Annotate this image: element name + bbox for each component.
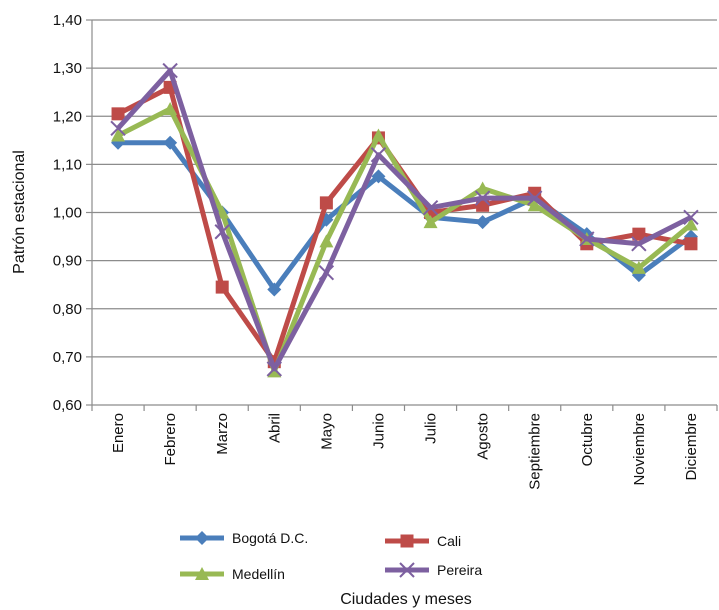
y-axis-label: Patrón estacional [11, 150, 28, 274]
legend-label: Cali [437, 533, 461, 549]
y-tick-label: 1,30 [53, 60, 82, 77]
x-tick-label: Diciembre [683, 413, 700, 481]
x-tick-label: Junio [370, 413, 387, 449]
y-tick-label: 0,70 [53, 349, 82, 366]
data-point [195, 567, 209, 580]
data-point [318, 264, 335, 281]
data-point [527, 190, 543, 206]
data-point [422, 199, 439, 216]
y-tick-label: 0,80 [53, 301, 82, 318]
y-tick-label: 1,00 [53, 205, 82, 222]
axes [91, 20, 718, 411]
data-point [684, 237, 698, 251]
data-point [319, 196, 333, 210]
data-point [319, 234, 334, 248]
y-axis-ticks: 0,60 0,70 0,80 0,90 1,00 1,10 1,20 1,30 1,40 [53, 12, 92, 414]
x-axis-ticks: Enero Febrero Marzo Abril Mayo Junio Julio Agos… [110, 413, 700, 490]
series-3 [110, 62, 699, 377]
legend-item: Pereira [385, 562, 482, 578]
y-tick-label: 1,10 [53, 156, 82, 173]
legend-item: Medellín [180, 566, 285, 582]
x-tick-label: Enero [110, 413, 127, 453]
data-point [400, 534, 414, 548]
x-tick-label: Agosto [475, 413, 492, 460]
x-tick-label: Octubre [579, 413, 596, 466]
data-point [399, 562, 415, 578]
data-point [371, 169, 386, 184]
x-axis-label: Ciudades y meses [340, 591, 472, 608]
legend-label: Pereira [437, 562, 482, 578]
data-point [111, 128, 126, 142]
data-point [162, 62, 178, 79]
data-point [475, 215, 490, 230]
series-line [116, 84, 692, 365]
data-point [371, 128, 386, 142]
data-point [214, 224, 230, 240]
data-point [632, 227, 646, 241]
x-tick-label: Marzo [214, 413, 231, 455]
data-point [370, 147, 387, 163]
x-tick-label: Mayo [318, 413, 335, 450]
legend: Bogotá D.C. Cali Medellín Pereira [180, 530, 482, 582]
legend-label: Bogotá D.C. [232, 530, 308, 546]
series-line [116, 68, 693, 372]
data-point [475, 181, 490, 195]
y-tick-label: 1,40 [53, 12, 82, 29]
x-tick-label: Febrero [162, 413, 179, 466]
data-point [423, 215, 438, 229]
x-tick-label: Septiembre [527, 413, 544, 490]
data-point [267, 282, 282, 297]
data-point [215, 280, 229, 294]
data-point [474, 190, 491, 206]
data-point [631, 236, 647, 252]
x-tick-label: Noviembre [631, 413, 648, 486]
data-point [110, 120, 126, 136]
legend-item: Bogotá D.C. [180, 530, 308, 546]
series-1 [111, 80, 698, 369]
data-point [527, 198, 542, 212]
data-point [579, 231, 595, 247]
y-tick-label: 0,60 [53, 397, 82, 414]
data-point [163, 135, 178, 150]
data-point [266, 361, 282, 377]
gridlines [92, 19, 717, 358]
x-tick-label: Abril [266, 413, 283, 443]
legend-item: Cali [385, 533, 461, 549]
data-point [631, 260, 646, 274]
series-group [110, 62, 699, 378]
data-point [683, 209, 699, 226]
data-point [683, 217, 698, 231]
y-tick-label: 0,90 [53, 253, 82, 270]
data-point [163, 102, 178, 116]
y-tick-label: 1,20 [53, 108, 82, 125]
data-point [111, 107, 125, 121]
x-tick-label: Julio [423, 413, 440, 444]
data-point [195, 531, 209, 545]
legend-label: Medellín [232, 566, 285, 582]
